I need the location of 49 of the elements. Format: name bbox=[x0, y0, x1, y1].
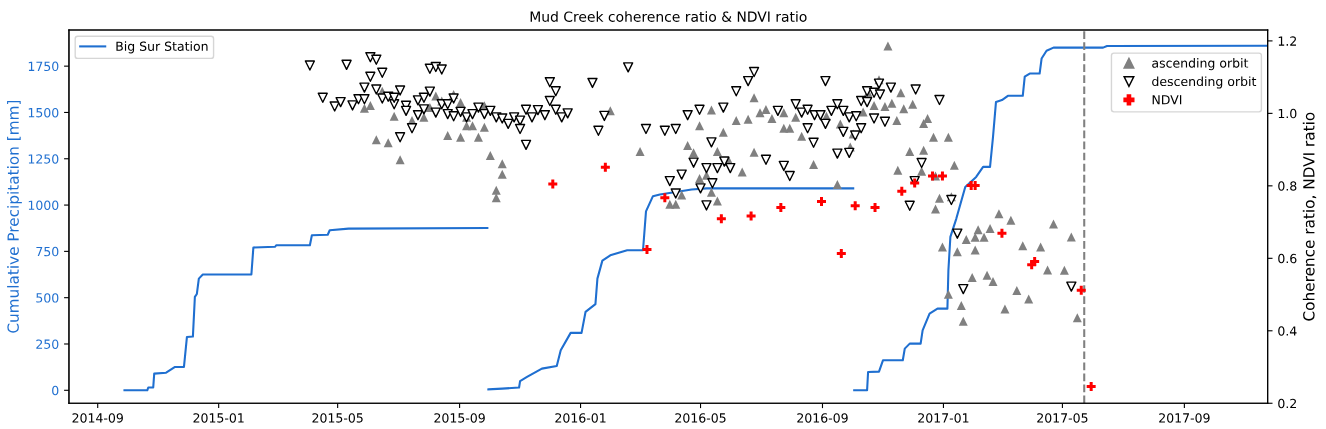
y-tick-label: 1000 bbox=[28, 200, 59, 210]
point bbox=[660, 193, 670, 203]
y-tick-label: 250 bbox=[36, 339, 59, 349]
legend-label: NDVI bbox=[1152, 95, 1182, 105]
x-tick-label: 2015-09 bbox=[434, 413, 485, 423]
point bbox=[600, 162, 610, 172]
legend-label: descending orbit bbox=[1152, 76, 1257, 89]
line-series bbox=[123, 227, 489, 392]
x-tick-label: 2016-05 bbox=[675, 413, 726, 423]
line-series bbox=[853, 44, 1268, 392]
point bbox=[716, 214, 726, 224]
y2-tick-label: 1.0 bbox=[1278, 108, 1297, 119]
chart-title: Mud Creek coherence ratio & NDVI ratio bbox=[530, 11, 807, 22]
point bbox=[1076, 285, 1086, 295]
y2-tick-label: 0.4 bbox=[1278, 326, 1297, 336]
x-tick-label: 2015-01 bbox=[193, 413, 244, 423]
point bbox=[997, 228, 1007, 238]
x-tick-label: 2017-09 bbox=[1159, 413, 1210, 423]
point bbox=[897, 186, 907, 196]
y2-axis-title: Coherence ratio, NDVI ratio bbox=[1302, 112, 1317, 321]
x-tick-label: 2015-05 bbox=[312, 413, 363, 423]
y2-tick-label: 0.2 bbox=[1278, 398, 1297, 409]
y2-tick-label: 0.8 bbox=[1278, 181, 1297, 191]
point bbox=[1086, 382, 1096, 392]
y-tick-label: 1500 bbox=[28, 107, 59, 118]
y-tick-label: 0 bbox=[52, 385, 59, 396]
y2-tick-label: 1.2 bbox=[1278, 36, 1297, 46]
point bbox=[642, 245, 652, 255]
y-tick-label: 1250 bbox=[28, 154, 59, 164]
point bbox=[746, 211, 756, 221]
y-tick-label: 500 bbox=[36, 293, 59, 303]
point bbox=[937, 171, 947, 181]
x-tick-label: 2017-01 bbox=[918, 413, 969, 423]
legend-label: ascending orbit bbox=[1152, 58, 1249, 71]
y2-tick-label: 0.6 bbox=[1278, 253, 1297, 264]
point bbox=[836, 249, 846, 259]
legend-label: Big Sur Station bbox=[116, 41, 208, 54]
x-tick-label: 2014-09 bbox=[72, 413, 123, 423]
point bbox=[776, 203, 786, 213]
point bbox=[850, 201, 860, 211]
point bbox=[870, 203, 880, 213]
x-tick-label: 2016-09 bbox=[797, 413, 848, 423]
point bbox=[548, 179, 558, 189]
x-tick-label: 2016-01 bbox=[555, 413, 606, 423]
y-axis-title: Cumulative Precipitation [mm] bbox=[7, 100, 22, 333]
x-tick-label: 2017-05 bbox=[1037, 413, 1088, 423]
y-tick-label: 1750 bbox=[28, 61, 59, 72]
y-tick-label: 750 bbox=[36, 246, 59, 257]
point bbox=[816, 196, 826, 206]
